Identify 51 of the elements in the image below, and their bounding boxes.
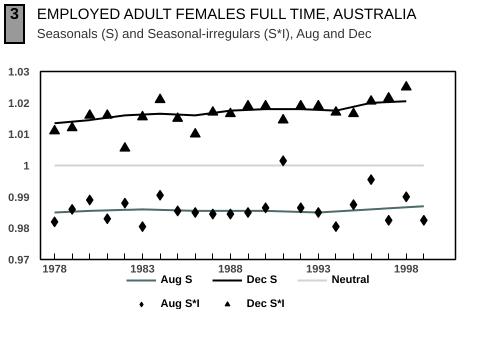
point <box>208 208 217 220</box>
x-tick-label: 1998 <box>394 264 419 276</box>
point <box>348 108 360 118</box>
point <box>191 207 200 218</box>
point <box>86 194 94 206</box>
point <box>154 93 166 104</box>
point <box>172 112 184 122</box>
point <box>207 106 218 116</box>
x-tick-label: 1993 <box>306 264 331 276</box>
legend-label: Dec S <box>246 274 278 286</box>
y-tick-label: 1.02 <box>8 98 30 110</box>
point <box>383 92 394 102</box>
point <box>384 214 393 226</box>
legend-label: Aug S*I <box>160 298 200 310</box>
x-tick-label: 1988 <box>218 264 243 276</box>
point <box>103 213 112 224</box>
point <box>224 108 236 118</box>
y-tick-label: 1.01 <box>8 129 30 142</box>
point <box>330 106 342 116</box>
y-tick-label: 0.97 <box>8 254 30 266</box>
point <box>119 142 130 152</box>
text: 3 <box>4 4 25 44</box>
point <box>278 114 289 124</box>
point <box>279 155 288 166</box>
y-tick-label: 1 <box>23 160 30 172</box>
point <box>190 128 201 138</box>
point <box>312 100 324 110</box>
y-tick-label: 0.98 <box>8 223 30 236</box>
point <box>136 110 148 120</box>
legend-label: Neutral <box>332 274 370 286</box>
y-tick-label: 0.99 <box>8 192 30 204</box>
point <box>366 94 377 105</box>
point <box>49 124 60 134</box>
point <box>260 100 272 110</box>
legend-label: Aug S <box>160 274 192 286</box>
y-tick-label: 1.03 <box>8 66 30 78</box>
point <box>400 80 412 91</box>
chart-title: EMPLOYED ADULT FEMALES FULL TIME, AUSTRALIA <box>36 5 416 25</box>
x-tick-label: 1978 <box>42 264 67 276</box>
chart-subtitle: Seasonals (S) and Seasonal-irregulars (S*I), Aug and Dec <box>36 25 372 44</box>
point <box>66 122 78 132</box>
point <box>295 100 306 110</box>
point <box>296 202 305 214</box>
point <box>314 207 322 218</box>
point <box>102 109 113 119</box>
point <box>242 100 254 110</box>
point <box>402 191 410 202</box>
legend-label: Dec S*I <box>246 298 285 310</box>
point <box>84 109 96 119</box>
point <box>244 207 252 218</box>
x-tick-label: 1983 <box>130 264 155 276</box>
